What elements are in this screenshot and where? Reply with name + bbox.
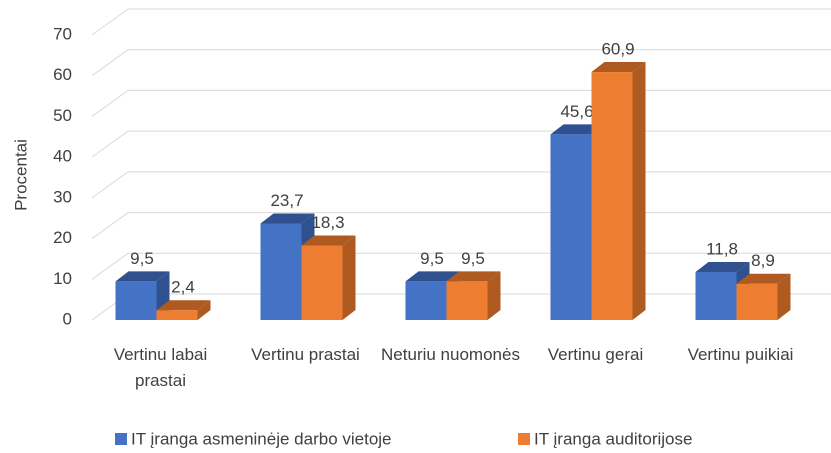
value-label: 8,9 (751, 251, 775, 270)
bar-front (115, 281, 157, 320)
grid-line (91, 49, 831, 77)
bar (446, 271, 501, 320)
grid-line (91, 130, 831, 158)
bar (156, 300, 211, 320)
bar-top (446, 271, 501, 282)
bar-side (777, 273, 791, 320)
bar-top (405, 271, 460, 282)
legend-label: IT įranga auditorijose (534, 429, 692, 448)
grid-line (91, 89, 831, 117)
bar-front (156, 310, 198, 320)
bar-top (115, 271, 170, 282)
bar-top (301, 235, 356, 246)
bar-top (156, 300, 211, 311)
bar-side (342, 235, 356, 320)
legend-swatch (115, 433, 127, 445)
bar-side (487, 271, 501, 320)
bar-front (695, 271, 737, 320)
bar-front (550, 134, 592, 320)
legend-swatch (518, 433, 530, 445)
x-tick-label: Neturiu nuomonės (381, 345, 520, 364)
value-label: 2,4 (171, 278, 195, 297)
legend-label: IT įranga asmeninėje darbo vietoje (131, 429, 392, 448)
y-tick-label: 30 (53, 187, 72, 206)
y-tick-label: 70 (53, 24, 72, 43)
value-label: 9,5 (130, 249, 154, 268)
bar-top (260, 213, 315, 224)
value-label: 60,9 (601, 40, 634, 59)
value-label: 23,7 (270, 191, 303, 210)
value-label: 9,5 (420, 249, 444, 268)
y-tick-label: 20 (53, 228, 72, 247)
bar-top (736, 273, 791, 284)
bar (591, 62, 646, 321)
bar-front (301, 245, 343, 320)
value-label: 11,8 (706, 239, 738, 258)
x-tick-label: Vertinu gerai (547, 345, 644, 364)
bar-top (591, 62, 646, 73)
value-label: 9,5 (461, 249, 485, 268)
y-tick-label: 10 (53, 269, 72, 288)
y-axis-label: Procentai (11, 139, 30, 211)
bar-front (591, 72, 633, 320)
bar-side (197, 300, 211, 320)
x-tick-label: Vertinu puikiai (687, 345, 794, 364)
bar (301, 235, 356, 320)
y-tick-label: 60 (53, 65, 72, 84)
bar-front (405, 281, 447, 320)
x-tick-label: Vertinu prastai (251, 345, 360, 364)
bar-side (632, 62, 646, 321)
y-tick-label: 40 (53, 147, 72, 166)
bar-top (550, 124, 605, 135)
y-tick-label: 50 (53, 106, 72, 125)
grid-line (91, 171, 831, 199)
bar-front (446, 281, 488, 320)
x-tick-label: Vertinu labai prastai (113, 345, 208, 390)
bar-front (260, 223, 302, 320)
bar-front (736, 283, 778, 320)
value-label: 45,6 (560, 102, 593, 121)
grid-line (91, 212, 831, 239)
grid-line (91, 8, 831, 36)
value-label: 18,3 (311, 213, 344, 232)
bar-top (695, 261, 750, 272)
y-tick-label: 0 (63, 309, 72, 328)
bar (736, 273, 791, 320)
